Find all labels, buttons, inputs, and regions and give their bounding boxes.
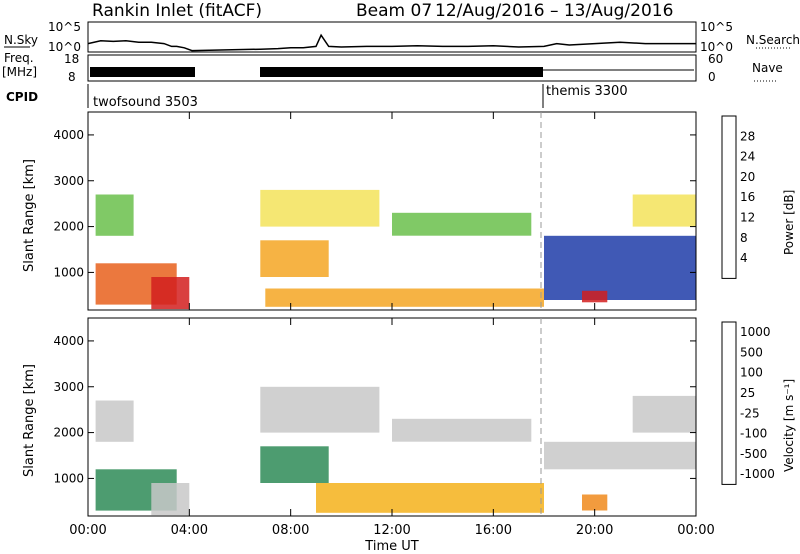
cpid-panel: CPID twofsound 3503 themis 3300 (6, 84, 628, 110)
colorbar-tick-label: 25 (740, 386, 755, 400)
ytick-label: 1000 (53, 265, 84, 279)
colorbar-tick-label: 4 (740, 251, 748, 265)
echo-region-3 (260, 386, 380, 433)
colorbar-tick-label: 16 (740, 190, 755, 204)
echo-region-6 (392, 212, 532, 236)
freq-block-2 (260, 67, 543, 77)
colorbar-tick-label: 20 (740, 170, 755, 184)
velocity-panel: Slant Range [km] 1000 2000 3000 4000 1000 50… (22, 317, 796, 517)
noise-right-tick-top: 10^5 (700, 20, 733, 34)
velocity-colorbar: 1000 500 100 25 -25 -100 -500 -1000 (721, 321, 775, 485)
echo-region-7 (544, 441, 696, 470)
echo-region-5 (265, 288, 544, 307)
freq-block-1 (90, 67, 195, 77)
velocity-colorbar-label: Velocity [m s⁻¹] (782, 379, 796, 472)
xtick-label: 12:00 (373, 523, 410, 538)
echo-region-0 (95, 194, 134, 236)
xtick-label: 00:00 (69, 523, 106, 538)
freq-tick-top: 18 (64, 52, 79, 66)
noise-left-tick-top: 10^5 (48, 20, 81, 34)
xtick-label: 16:00 (475, 523, 512, 538)
echo-region-8 (582, 290, 608, 303)
noise-panel: N.Sky 10^5 10^0 10^5 10^0 N.Search (4, 20, 800, 54)
freq-label-top: Freq. (4, 51, 34, 65)
colorbar-tick-label: -25 (740, 406, 760, 420)
colorbar-frame (721, 321, 737, 485)
power-colorbar-label: Power [dB] (782, 190, 796, 255)
noise-left-label: N.Sky (4, 33, 38, 47)
echo-region-2 (151, 483, 190, 516)
noise-left-tick-bottom: 10^0 (48, 40, 81, 54)
nave-tick-bottom: 0 (708, 70, 716, 84)
cpid-label: CPID (6, 90, 38, 104)
echo-region-2 (151, 277, 190, 310)
freq-label-bottom: [MHz] (2, 65, 37, 79)
velocity-yticks: 1000 2000 3000 4000 (53, 334, 696, 485)
colorbar-tick-label: -500 (740, 447, 767, 461)
freq-trace (90, 67, 694, 77)
colorbar-tick-label: 8 (740, 231, 748, 245)
colorbar-tick-label: 1000 (740, 325, 771, 339)
echo-region-9 (632, 194, 696, 227)
freq-tick-bottom: 8 (68, 70, 76, 84)
frequency-panel: Freq. [MHz] 18 8 60 0 Nave (2, 51, 783, 84)
colorbar-tick-label: -100 (740, 427, 767, 441)
ytick-label: 4000 (53, 128, 84, 142)
power-colorbar: 4 8 12 16 20 24 28 (721, 115, 755, 279)
echo-region-3 (260, 189, 380, 227)
cpid-segment-2: themis 3300 (546, 84, 628, 99)
ytick-label: 2000 (53, 426, 84, 440)
time-axis-label: Time UT (364, 539, 418, 554)
velocity-data (95, 386, 696, 516)
xtick-label: 20:00 (576, 523, 613, 538)
noise-line (87, 33, 696, 52)
ytick-label: 4000 (53, 334, 84, 348)
colorbar-tick-label: 500 (740, 345, 763, 359)
noise-series (87, 33, 696, 52)
colorbar-frame (721, 115, 737, 279)
nave-tick-top: 60 (708, 52, 723, 66)
colorbar-tick-label: 24 (740, 150, 755, 164)
echo-region-7 (544, 235, 696, 300)
nave-label: Nave (752, 61, 783, 75)
velocity-ylabel: Slant Range [km] (22, 364, 37, 477)
ytick-label: 3000 (53, 174, 84, 188)
power-panel: Slant Range [km] 1000 2000 3000 4000 4 8 12 16… (22, 111, 796, 311)
echo-region-6 (392, 418, 532, 442)
xtick-label: 04:00 (171, 523, 208, 538)
cpid-segment-1: twofsound 3503 (93, 95, 198, 110)
echo-region-0 (95, 400, 134, 442)
echo-region-4 (260, 446, 329, 483)
ytick-label: 2000 (53, 220, 84, 234)
power-data (95, 189, 696, 310)
ytick-label: 3000 (53, 380, 84, 394)
echo-region-9 (632, 395, 696, 433)
colorbar-tick-label: 28 (740, 129, 755, 143)
echo-region-4 (260, 240, 329, 277)
noise-right-tick-bottom: 10^0 (700, 40, 733, 54)
echo-region-8 (582, 494, 608, 511)
xtick-label: 08:00 (272, 523, 309, 538)
date-range: 12/Aug/2016 – 13/Aug/2016 (435, 1, 673, 21)
power-yticks: 1000 2000 3000 4000 (53, 128, 696, 279)
colorbar-tick-label: -1000 (740, 467, 775, 481)
echo-region-5 (316, 483, 544, 513)
beam-label: Beam 07 (356, 1, 432, 21)
time-axis: 00:00 04:00 08:00 12:00 16:00 20:00 00:00 (69, 112, 715, 538)
xtick-label: 00:00 (677, 523, 714, 538)
station-title: Rankin Inlet (fitACF) (92, 1, 262, 21)
colorbar-tick-label: 100 (740, 366, 763, 380)
power-ylabel: Slant Range [km] (22, 159, 37, 272)
colorbar-tick-label: 12 (740, 211, 755, 225)
ytick-label: 1000 (53, 471, 84, 485)
noise-right-label: N.Search (746, 33, 800, 47)
